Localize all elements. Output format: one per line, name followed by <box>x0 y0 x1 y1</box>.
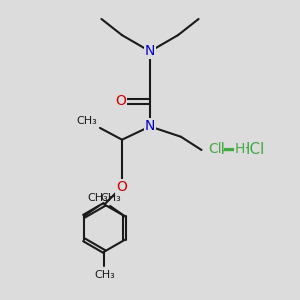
Text: N: N <box>145 119 155 134</box>
Text: Cl: Cl <box>208 142 222 155</box>
Text: O: O <box>117 180 128 194</box>
Text: CH₃: CH₃ <box>76 116 97 126</box>
Text: CH₃: CH₃ <box>88 193 109 203</box>
Text: HCl: HCl <box>238 142 265 158</box>
Text: H: H <box>235 142 245 155</box>
Text: —: — <box>220 142 236 158</box>
Text: CH₃: CH₃ <box>94 270 115 280</box>
Text: O: O <box>115 94 126 108</box>
Text: CH₃: CH₃ <box>100 193 121 203</box>
Text: Cl: Cl <box>210 142 225 158</box>
Text: N: N <box>145 44 155 58</box>
